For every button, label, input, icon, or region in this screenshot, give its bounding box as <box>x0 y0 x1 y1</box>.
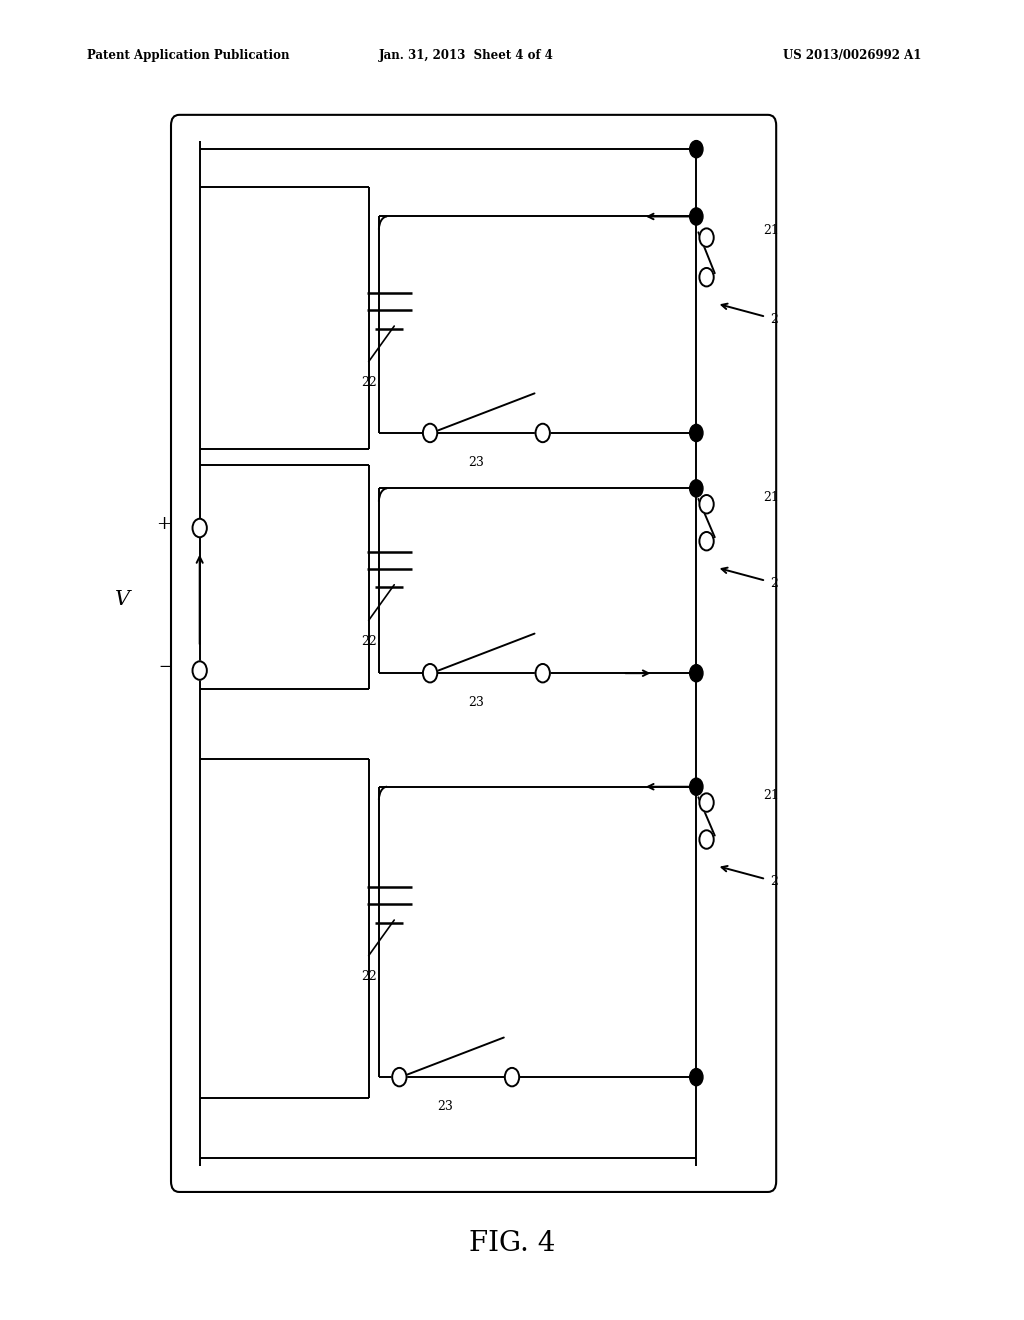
Text: Jan. 31, 2013  Sheet 4 of 4: Jan. 31, 2013 Sheet 4 of 4 <box>379 49 553 62</box>
Circle shape <box>392 1068 407 1086</box>
Text: 22: 22 <box>360 970 377 983</box>
Circle shape <box>423 664 437 682</box>
Text: V: V <box>116 590 130 609</box>
Circle shape <box>423 424 437 442</box>
Text: 22: 22 <box>360 635 377 648</box>
Circle shape <box>699 495 714 513</box>
Text: 23: 23 <box>468 455 484 469</box>
Circle shape <box>699 228 714 247</box>
Circle shape <box>699 532 714 550</box>
Text: 2: 2 <box>770 875 778 888</box>
Circle shape <box>536 664 550 682</box>
Circle shape <box>690 424 703 441</box>
Circle shape <box>690 665 703 682</box>
Circle shape <box>690 1069 703 1085</box>
Text: 22: 22 <box>360 376 377 389</box>
Text: FIG. 4: FIG. 4 <box>469 1230 555 1257</box>
Text: +: + <box>156 515 171 533</box>
Text: 2: 2 <box>770 577 778 590</box>
Text: 23: 23 <box>437 1100 454 1113</box>
Circle shape <box>699 830 714 849</box>
Text: Patent Application Publication: Patent Application Publication <box>87 49 290 62</box>
Circle shape <box>536 424 550 442</box>
Text: 21: 21 <box>763 491 779 504</box>
Circle shape <box>193 661 207 680</box>
Circle shape <box>690 479 703 498</box>
Text: 2: 2 <box>770 313 778 326</box>
Circle shape <box>699 268 714 286</box>
Circle shape <box>505 1068 519 1086</box>
Circle shape <box>690 141 703 158</box>
Text: US 2013/0026992 A1: US 2013/0026992 A1 <box>783 49 922 62</box>
Text: 23: 23 <box>468 696 484 709</box>
Text: −: − <box>159 660 171 673</box>
Circle shape <box>690 777 703 795</box>
Circle shape <box>690 209 703 224</box>
Text: 21: 21 <box>763 789 779 803</box>
Circle shape <box>193 519 207 537</box>
Text: 21: 21 <box>763 224 779 238</box>
Circle shape <box>699 793 714 812</box>
